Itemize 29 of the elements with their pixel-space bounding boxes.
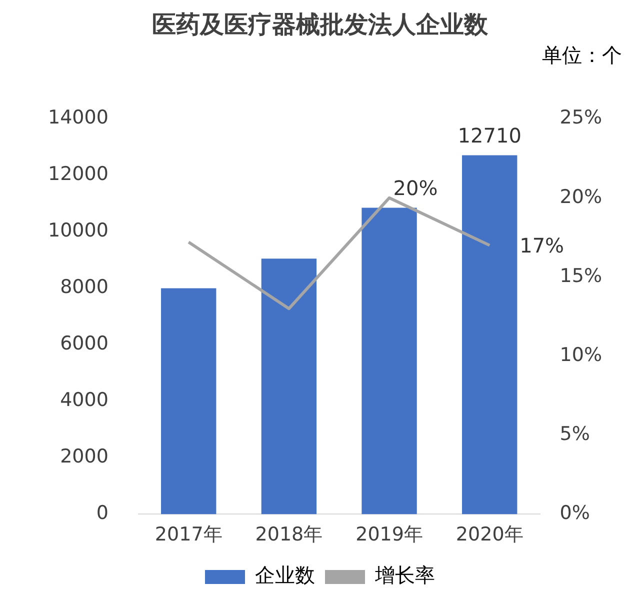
data-label: 20% (393, 176, 438, 200)
y2-tick-label: 25% (560, 106, 602, 129)
legend-label: 企业数 (255, 563, 315, 588)
y-tick-label: 6000 (60, 332, 108, 355)
y-tick-label: 8000 (60, 276, 108, 298)
x-tick-label: 2018年 (255, 524, 323, 546)
y-tick-label: 14000 (48, 106, 108, 129)
legend-label: 增长率 (374, 563, 435, 588)
y-tick-label: 4000 (60, 389, 108, 412)
y-tick-label: 0 (96, 502, 108, 524)
x-tick-label: 2020年 (456, 524, 524, 546)
y-tick-label: 12000 (48, 163, 108, 186)
x-tick-label: 2017年 (154, 524, 222, 546)
y2-tick-label: 5% (560, 423, 590, 446)
y-tick-label: 2000 (60, 446, 108, 468)
y2-tick-label: 10% (560, 344, 602, 366)
text: 单位：个 (542, 43, 622, 68)
y2-tick-label: 15% (560, 264, 602, 287)
data-label: 17% (520, 234, 564, 258)
y2-tick-label: 0% (560, 502, 590, 524)
x-tick-label: 2019年 (356, 524, 423, 546)
data-label: 12710 (458, 123, 522, 148)
y2-tick-label: 20% (560, 186, 602, 208)
bar (261, 258, 317, 514)
y-tick-label: 10000 (48, 220, 108, 242)
chart-title: 医药及医疗器械批发法人企业数 (152, 10, 489, 39)
bar (161, 288, 216, 514)
bar (462, 155, 518, 514)
bar (362, 208, 417, 514)
